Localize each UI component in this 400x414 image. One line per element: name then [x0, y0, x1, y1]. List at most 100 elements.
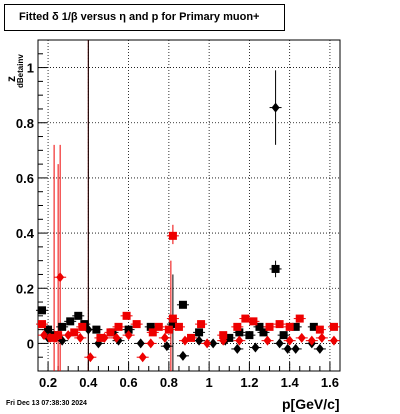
x-tick-label: 0.6: [120, 375, 138, 390]
square-marker: [164, 325, 173, 334]
diamond-marker: [195, 335, 204, 346]
square-marker: [233, 322, 242, 331]
y-axis-title-subscript: dBetainv: [16, 54, 25, 88]
square-marker: [219, 331, 228, 340]
square-marker: [241, 314, 250, 323]
x-tick-label: 1.2: [240, 375, 258, 390]
diamond-marker: [209, 338, 218, 349]
square-marker: [74, 311, 83, 320]
diamond-marker: [124, 330, 133, 341]
x-tick-label: 0.8: [160, 375, 178, 390]
square-marker: [146, 322, 155, 331]
square-marker: [245, 331, 254, 340]
square-marker: [38, 320, 47, 329]
square-marker: [291, 322, 300, 331]
diamond-marker: [64, 330, 73, 341]
square-marker: [235, 328, 244, 337]
diamond-marker: [146, 338, 155, 349]
square-marker: [195, 328, 204, 337]
diamond-marker: [283, 343, 292, 354]
x-tick-label: 1.6: [321, 375, 339, 390]
square-marker: [329, 322, 338, 331]
diamond-marker: [263, 335, 272, 346]
square-marker: [187, 333, 196, 342]
axes: 0.2 0.4 0.6 0.8 1 1.2 1.4 1.6 0 0.2 0.4 0.6 0.8 1: [16, 39, 341, 390]
x-tick-label: 0.4: [79, 375, 98, 390]
y-tick-label: 0: [27, 336, 34, 351]
square-marker: [78, 322, 87, 331]
square-marker: [168, 231, 177, 240]
y-tick-label: 0.6: [16, 171, 34, 186]
square-marker: [255, 322, 264, 331]
square-marker: [106, 328, 115, 337]
square-marker: [265, 322, 274, 331]
square-marker: [54, 331, 63, 340]
diamond-marker: [40, 330, 49, 341]
diamond-marker: [100, 332, 109, 343]
diamond-marker: [297, 332, 306, 343]
data-markers: [38, 102, 338, 363]
square-marker: [275, 320, 284, 329]
square-marker: [295, 314, 304, 323]
diamond-marker: [329, 335, 338, 346]
square-marker: [271, 264, 280, 273]
square-marker: [132, 320, 141, 329]
timestamp: Fri Dec 13 07:38:30 2024: [6, 400, 87, 407]
grid: [38, 40, 340, 371]
square-marker: [44, 325, 53, 334]
diamond-marker: [160, 332, 169, 343]
diamond-marker: [162, 341, 171, 352]
square-marker: [315, 325, 324, 334]
y-tick-label: 0.8: [16, 116, 34, 131]
chart-title: Fitted δ 1/β versus η and p for Primary …: [4, 4, 285, 31]
square-marker: [225, 333, 234, 342]
diamond-marker: [285, 335, 294, 346]
square-marker: [259, 328, 268, 337]
y-tick-label: 1: [27, 61, 34, 76]
diamond-marker: [180, 335, 189, 346]
diamond-marker: [251, 342, 260, 353]
square-marker: [178, 300, 187, 309]
diamond-marker: [203, 338, 212, 349]
diamond-marker: [84, 324, 93, 335]
x-tick-label: 0.2: [39, 375, 57, 390]
diamond-marker: [317, 332, 326, 343]
y-axis-title: z dBetainv: [4, 52, 28, 102]
x-axis-title: p[GeV/c]: [282, 396, 340, 412]
square-marker: [38, 306, 47, 315]
square-marker: [174, 322, 183, 331]
square-marker: [96, 333, 105, 342]
y-tick-label: 0.2: [16, 281, 34, 296]
diamond-marker: [112, 332, 121, 343]
diamond-marker: [219, 335, 228, 346]
diamond-marker: [233, 343, 242, 354]
diamond-marker: [138, 352, 147, 363]
diamond-marker: [271, 102, 280, 113]
square-marker: [285, 322, 294, 331]
diamond-marker: [46, 332, 55, 343]
diamond-marker: [307, 335, 316, 346]
square-marker: [168, 320, 177, 329]
y-tick-label: 0.4: [16, 226, 35, 241]
square-marker: [58, 322, 67, 331]
square-marker: [154, 322, 163, 331]
square-marker: [309, 322, 318, 331]
diamond-marker: [52, 332, 61, 343]
diamond-marker: [178, 350, 187, 361]
diamond-marker: [315, 343, 324, 354]
x-tick-label: 1.4: [281, 375, 300, 390]
square-marker: [197, 320, 206, 329]
square-marker: [70, 328, 79, 337]
square-marker: [124, 325, 133, 334]
diamond-marker: [86, 352, 95, 363]
square-marker: [249, 317, 258, 326]
diamond-marker: [275, 338, 284, 349]
x-tick-label: 1: [206, 375, 213, 390]
square-marker: [122, 311, 131, 320]
diamond-marker: [56, 272, 65, 283]
diamond-marker: [136, 338, 145, 349]
square-marker: [279, 331, 288, 340]
square-marker: [92, 325, 101, 334]
diamond-marker: [235, 335, 244, 346]
